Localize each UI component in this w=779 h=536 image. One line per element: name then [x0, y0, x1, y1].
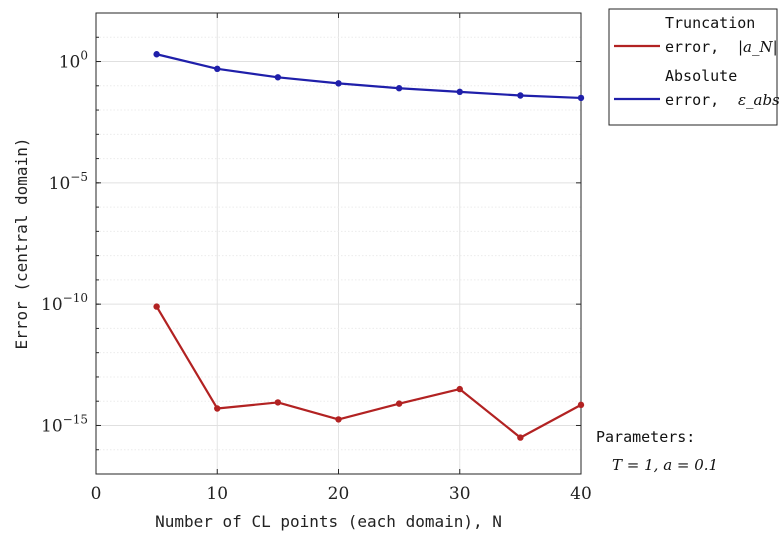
absolute-error-point: [395, 85, 403, 92]
absolute-error-point: [335, 80, 342, 87]
parameters-values: T = 1, a = 0.1: [612, 456, 718, 474]
parameters-title: Parameters:: [596, 428, 695, 446]
truncation-error-point: [577, 401, 585, 409]
legend-box: [608, 8, 778, 126]
legend-entry-math: |a_N|: [738, 38, 778, 56]
x-tick-label: 10: [206, 484, 228, 504]
legend: Truncation error, |a_N|Absolute error, ε_a…: [608, 8, 779, 126]
x-tick-label: 20: [328, 484, 350, 504]
truncation-error-line: [155, 306, 582, 439]
legend-entry-line1: Absolute: [665, 67, 737, 85]
truncation-error-point: [335, 416, 342, 423]
x-axis-label: Number of CL points (each domain), N: [155, 512, 502, 531]
parameters-annotation: Parameters: T = 1, a = 0.1: [596, 428, 718, 474]
x-tick-label: 30: [449, 484, 471, 504]
y-tick-label: 10−15: [41, 412, 88, 436]
truncation-error-point: [517, 434, 524, 441]
absolute-error-point: [153, 51, 160, 58]
truncation-error-point: [456, 385, 463, 393]
absolute-error-point: [214, 65, 221, 73]
legend-entry-math: ε_abs: [738, 91, 779, 109]
y-axis-label: Error (central domain): [12, 138, 31, 350]
x-tick-label: 40: [570, 484, 592, 504]
absolute-error-point: [517, 92, 524, 99]
absolute-error-point: [274, 74, 282, 81]
legend-entry-line1: Truncation: [665, 14, 755, 32]
truncation-error-point: [153, 303, 160, 310]
absolute-error-line: [156, 53, 582, 100]
legend-entry-line2: error,: [665, 38, 719, 56]
absolute-error-point: [577, 94, 585, 102]
absolute-error-point: [456, 88, 463, 96]
x-tick-label: 0: [91, 484, 102, 504]
y-tick-label: 10−10: [41, 291, 88, 315]
legend-entry-line2: error,: [665, 91, 719, 109]
truncation-error-point: [274, 399, 282, 406]
y-tick-label: 10−5: [49, 170, 88, 194]
data-series: [153, 51, 585, 441]
axis-ticks: 0 10 20 30 40 100 10−5 10−10 10−15: [41, 12, 592, 504]
y-tick-label: 100: [59, 49, 88, 73]
truncation-error-point: [214, 405, 221, 412]
truncation-error-point: [395, 400, 403, 407]
